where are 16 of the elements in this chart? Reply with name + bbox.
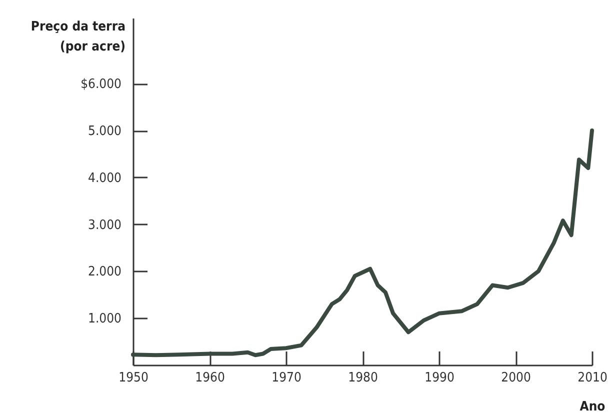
x-tick-label: 1970 <box>272 370 302 386</box>
y-tick-label: 1.000 <box>88 312 122 327</box>
x-tick-label: 1990 <box>424 370 454 386</box>
y-tick-label: 4.000 <box>88 170 122 186</box>
x-tick-label: 1960 <box>195 370 225 386</box>
x-tick-label: 1980 <box>348 370 378 386</box>
y-tick-label: $6.000 <box>80 77 122 92</box>
x-axis-title: Ano <box>580 400 606 414</box>
x-tick-label: 1950 <box>118 370 148 386</box>
line-series <box>131 128 594 358</box>
y-tick-label: 3.000 <box>88 218 122 233</box>
x-tick-label: 2000 <box>501 370 531 386</box>
x-tick-label: 2010 <box>578 370 608 386</box>
y-tick-label: 5.000 <box>88 124 122 140</box>
y-axis-title: Preço da terra (por acre) <box>30 20 126 54</box>
y-tick-label: 2.000 <box>88 264 122 280</box>
